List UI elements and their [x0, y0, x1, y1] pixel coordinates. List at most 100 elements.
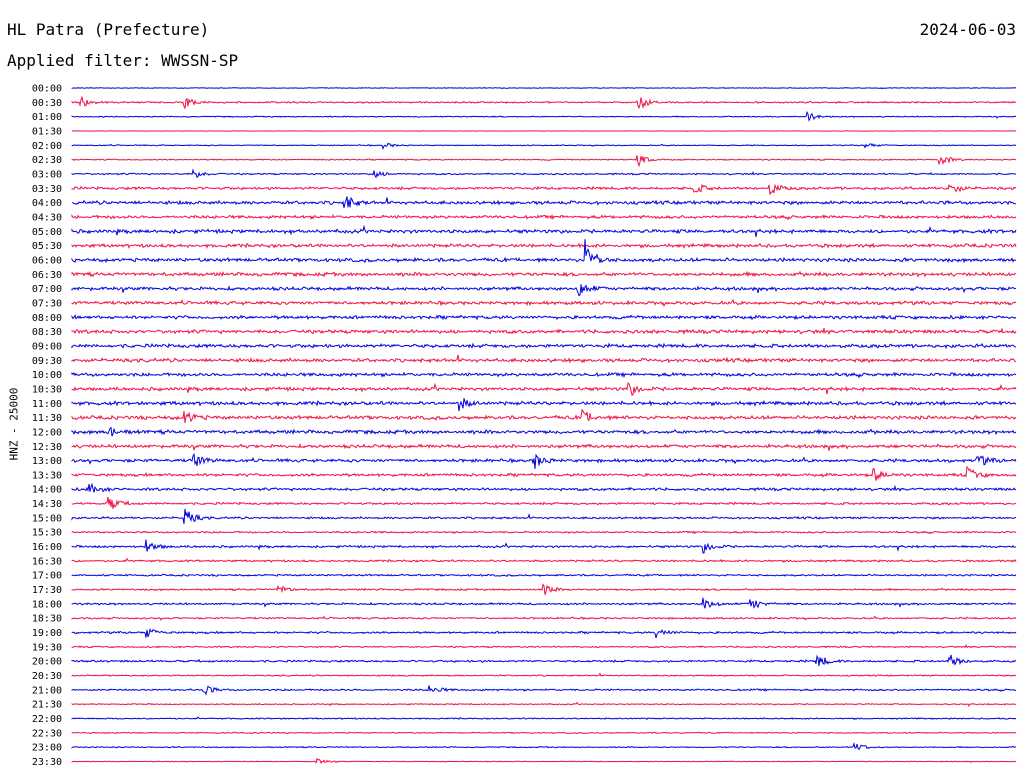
seismic-trace-row	[71, 130, 1017, 132]
seismic-trace-row	[71, 701, 1017, 707]
row-time-label: 03:30	[32, 184, 62, 195]
row-time-label: 09:30	[32, 356, 62, 367]
seismic-trace-row	[71, 242, 1017, 249]
row-time-label: 06:00	[32, 255, 62, 266]
seismic-trace-row	[71, 757, 1017, 764]
row-time-label: 14:00	[32, 485, 62, 496]
row-time-label: 05:30	[32, 241, 62, 252]
seismic-trace-row	[71, 530, 1017, 535]
row-time-label: 23:00	[32, 743, 62, 754]
row-time-label: 11:30	[32, 413, 62, 424]
seismic-trace-row	[71, 597, 1017, 609]
row-time-label: 06:30	[32, 270, 62, 281]
seismic-trace-row	[71, 110, 1017, 122]
seismic-trace-row	[71, 408, 1017, 423]
row-time-label: 15:30	[32, 528, 62, 539]
row-time-label: 12:00	[32, 427, 62, 438]
seismic-trace-row	[71, 298, 1017, 308]
row-time-label: 08:30	[32, 327, 62, 338]
seismic-trace-row	[71, 382, 1017, 396]
row-time-label: 21:00	[32, 685, 62, 696]
seismic-trace-row	[71, 239, 1017, 264]
row-time-label: 16:00	[32, 542, 62, 553]
seismic-trace-row	[71, 654, 1017, 667]
seismic-trace-row	[71, 142, 1017, 150]
seismic-trace-row	[71, 539, 1017, 554]
seismic-trace-row	[71, 672, 1017, 677]
seismic-trace-row	[71, 442, 1017, 451]
seismic-trace-row	[71, 496, 1017, 509]
seismic-trace-row	[71, 87, 1017, 90]
row-time-label: 10:00	[32, 370, 62, 381]
seismic-trace-row	[71, 685, 1016, 696]
row-time-label: 14:30	[32, 499, 62, 510]
seismic-trace-row	[71, 398, 1017, 412]
seismic-trace-row	[71, 314, 1017, 321]
row-time-label: 05:00	[32, 227, 62, 238]
row-time-label: 17:00	[32, 571, 62, 582]
row-time-label: 07:30	[32, 298, 62, 309]
row-time-label: 02:00	[32, 141, 62, 152]
seismic-trace-row	[71, 327, 1017, 336]
seismic-trace-row	[71, 452, 1017, 470]
row-time-label: 16:30	[32, 556, 62, 567]
row-time-label: 04:30	[32, 212, 62, 223]
row-time-label: 01:30	[32, 126, 62, 137]
seismic-trace-row	[71, 224, 1017, 237]
seismic-trace-row	[71, 644, 1017, 649]
seismic-trace-row	[71, 465, 1017, 481]
seismic-trace-row	[71, 482, 1017, 493]
row-time-label: 13:30	[32, 470, 62, 481]
row-time-label: 18:30	[32, 614, 62, 625]
seismic-trace-row	[71, 354, 1017, 364]
seismic-trace-row	[71, 508, 1017, 524]
seismic-trace-row	[71, 573, 1017, 577]
seismic-trace-row	[71, 426, 1017, 437]
seismic-trace-row	[71, 741, 1016, 751]
seismic-trace-row	[71, 716, 1017, 721]
seismic-trace-row	[71, 342, 1017, 350]
row-time-label: 04:00	[32, 198, 62, 209]
station-title: HL Patra (Prefecture)	[7, 20, 210, 39]
row-time-label: 01:00	[32, 112, 62, 123]
seismic-trace-row	[71, 557, 1017, 563]
row-time-label: 11:00	[32, 399, 62, 410]
seismic-trace-row	[71, 371, 1017, 379]
row-time-label: 19:30	[32, 642, 62, 653]
seismic-trace-row	[71, 155, 1017, 168]
row-time-label: 08:00	[32, 313, 62, 324]
row-time-label: 13:00	[32, 456, 62, 467]
seismic-trace-row	[71, 284, 1017, 297]
row-time-label: 00:30	[32, 98, 62, 109]
row-time-label: 19:00	[32, 628, 62, 639]
row-time-label: 21:30	[32, 700, 62, 711]
seismic-trace-row	[71, 583, 1017, 595]
seismic-trace-row	[71, 95, 1017, 110]
row-time-label: 07:00	[32, 284, 62, 295]
row-time-label: 12:30	[32, 442, 62, 453]
seismic-trace-row	[71, 196, 1016, 209]
row-time-label: 17:30	[32, 585, 62, 596]
row-time-label: 22:00	[32, 714, 62, 725]
date-label: 2024-06-03	[919, 20, 1016, 39]
row-time-label: 02:30	[32, 155, 62, 166]
row-time-label: 10:30	[32, 384, 62, 395]
seismic-trace-row	[71, 183, 1017, 195]
row-time-label: 23:30	[32, 757, 62, 768]
seismic-trace-row	[71, 615, 1017, 621]
seismic-trace-row	[71, 731, 1017, 735]
row-time-label: 22:30	[32, 728, 62, 739]
row-time-label: 20:00	[32, 657, 62, 668]
row-time-label: 15:00	[32, 513, 62, 524]
seismic-trace-row	[71, 627, 1017, 639]
row-time-label: 00:00	[32, 84, 62, 95]
seismic-trace-row	[71, 168, 1016, 179]
row-time-label: 09:00	[32, 341, 62, 352]
row-time-label: 18:00	[32, 599, 62, 610]
seismic-trace-row	[71, 270, 1017, 278]
filter-label: Applied filter: WWSSN-SP	[7, 51, 239, 70]
row-time-label: 03:00	[32, 169, 62, 180]
row-time-label: 20:30	[32, 671, 62, 682]
seismic-trace-row	[71, 213, 1017, 221]
